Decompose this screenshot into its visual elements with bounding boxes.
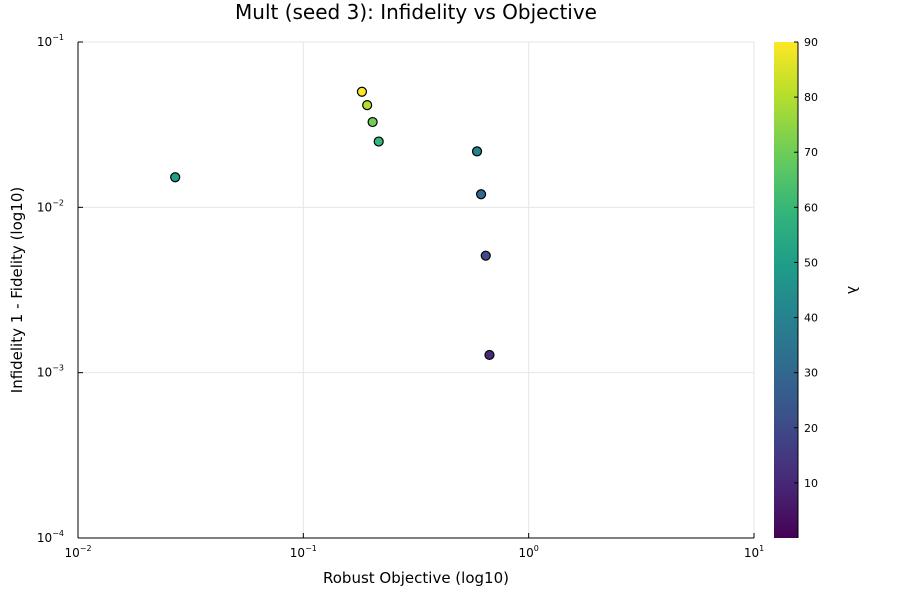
x-axis-label: Robust Objective (log10): [323, 569, 509, 587]
data-point: [170, 172, 181, 183]
data-point: [373, 136, 384, 147]
y-tick-label: 10−2: [37, 198, 64, 214]
y-axis-label: Infidelity 1 - Fidelity (log10): [8, 186, 26, 394]
colorbar-tick-label: 70: [804, 146, 818, 159]
x-tick-label: 100: [518, 544, 538, 560]
data-point: [484, 349, 495, 361]
colorbar: [774, 42, 798, 538]
data-point: [480, 250, 491, 261]
data-point: [471, 146, 483, 157]
colorbar-tick-label: 10: [804, 477, 818, 490]
y-tick-label: 10−3: [37, 364, 64, 380]
colorbar-tick-label: 50: [804, 256, 818, 269]
x-tick-label: 10−1: [290, 544, 317, 560]
colorbar-tick-label: 20: [804, 422, 818, 435]
chart-title: Mult (seed 3): Infidelity vs Objective: [235, 0, 597, 24]
y-tick-label: 10−1: [37, 33, 64, 49]
colorbar-tick-label: 30: [804, 367, 818, 380]
data-point: [367, 116, 378, 128]
data-point: [475, 189, 487, 200]
colorbar-tick-label: 90: [804, 36, 818, 49]
colorbar-tick-label: 80: [804, 91, 818, 104]
data-point: [356, 86, 368, 97]
y-tick-label: 10−4: [37, 529, 64, 545]
colorbar-tick-label: 40: [804, 312, 818, 325]
colorbar-label: λ: [844, 285, 860, 295]
colorbar-tick-label: 60: [804, 201, 818, 214]
x-tick-label: 101: [744, 544, 764, 560]
x-tick-label: 10−2: [64, 544, 91, 560]
data-point: [362, 100, 373, 111]
